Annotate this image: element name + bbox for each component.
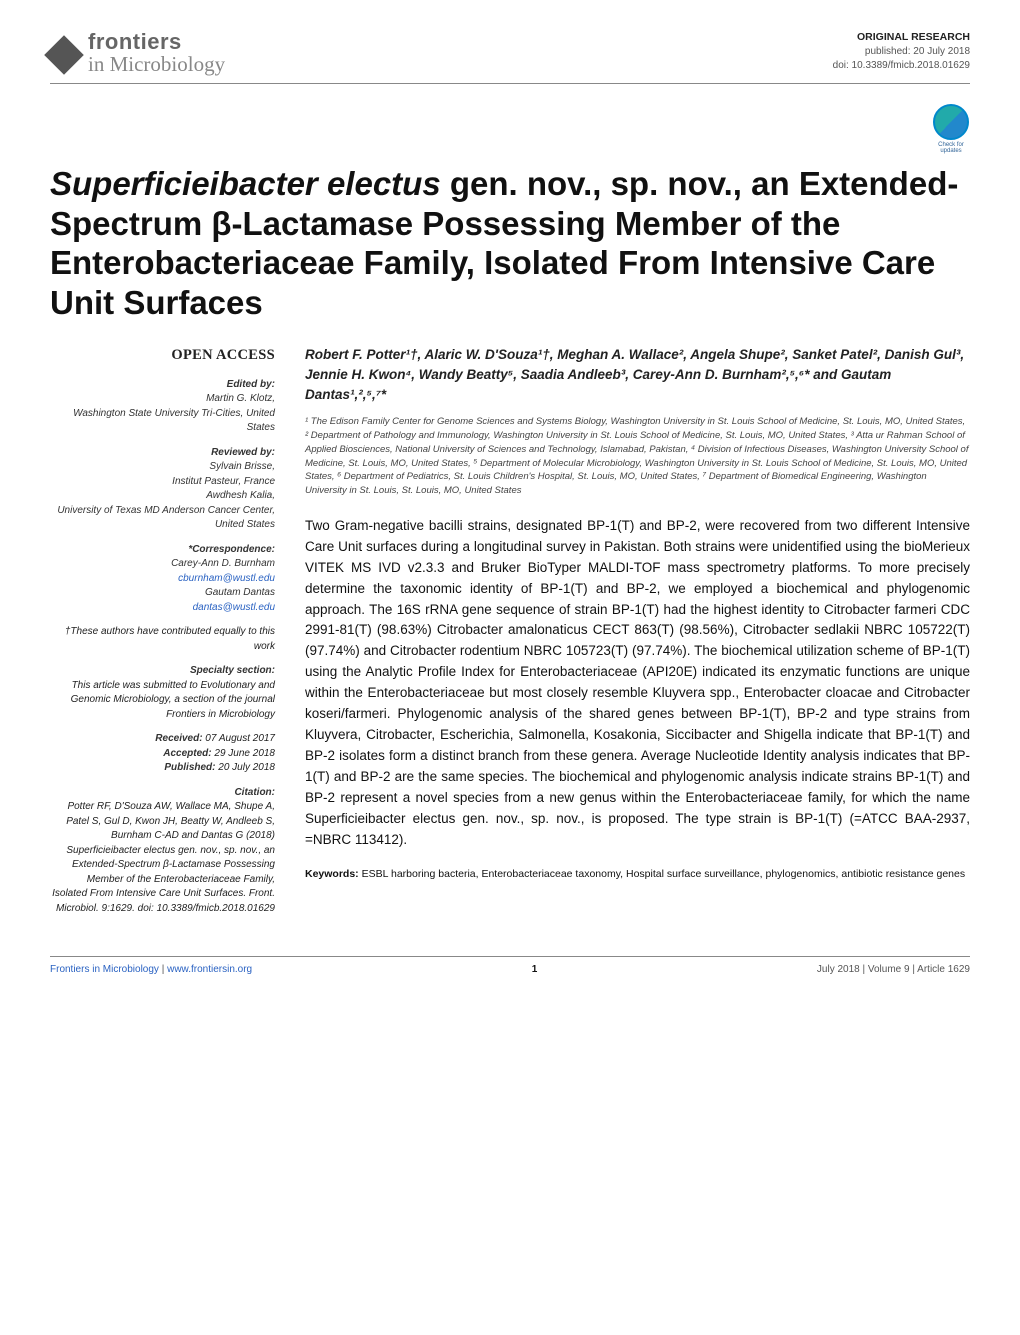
reviewer-2-affil: University of Texas MD Anderson Cancer C… [50,504,275,533]
main-content: Robert F. Potter¹†, Alaric W. D'Souza¹†,… [305,345,970,927]
editor-name: Martin G. Klotz, [50,392,275,407]
title-block: Superficieibacter electus gen. nov., sp.… [50,164,970,322]
reviewer-1-name: Sylvain Brisse, [50,460,275,475]
received-value: 07 August 2017 [203,733,275,744]
citation-block: Citation: Potter RF, D'Souza AW, Wallace… [50,786,275,917]
editor-affil: Washington State University Tri-Cities, … [50,407,275,436]
correspondence-2-name: Gautam Dantas [50,586,275,601]
page-footer: Frontiers in Microbiology | www.frontier… [50,956,970,977]
article-type: ORIGINAL RESEARCH [833,30,970,45]
correspondence-1-email[interactable]: cburnham@wustl.edu [50,572,275,587]
reviewer-2-name: Awdhesh Kalia, [50,489,275,504]
main-grid: OPEN ACCESS Edited by: Martin G. Klotz, … [50,345,970,927]
dates-block: Received: 07 August 2017 Accepted: 29 Ju… [50,732,275,776]
published-label: Published: [164,762,215,773]
received-line: Received: 07 August 2017 [50,732,275,747]
check-updates-icon [933,104,969,140]
specialty-section-label: Specialty section: [50,664,275,679]
footer-right: July 2018 | Volume 9 | Article 1629 [817,963,970,977]
edited-by-label: Edited by: [50,378,275,393]
page-number: 1 [532,963,538,977]
journal-brand-sub: in Microbiology [88,52,225,76]
affiliations-list: ¹ The Edison Family Center for Genome Sc… [305,415,970,498]
authors-list: Robert F. Potter¹†, Alaric W. D'Souza¹†,… [305,345,970,406]
edited-by-block: Edited by: Martin G. Klotz, Washington S… [50,378,275,436]
journal-brand-top: frontiers [88,29,182,54]
sidebar: OPEN ACCESS Edited by: Martin G. Klotz, … [50,345,275,927]
article-meta: ORIGINAL RESEARCH published: 20 July 201… [833,30,970,73]
journal-brand-text: frontiers in Microbiology [88,30,225,75]
keywords-label: Keywords: [305,868,362,880]
reviewed-by-label: Reviewed by: [50,446,275,461]
correspondence-1-name: Carey-Ann D. Burnham [50,557,275,572]
footer-left: Frontiers in Microbiology | www.frontier… [50,963,252,977]
check-updates-label: Check for updates [932,142,970,154]
correspondence-label: *Correspondence: [50,543,275,558]
correspondence-block: *Correspondence: Carey-Ann D. Burnham cb… [50,543,275,616]
keywords-list: ESBL harboring bacteria, Enterobacteriac… [362,868,966,880]
article-published-date: published: 20 July 2018 [833,45,970,59]
footer-journal-link[interactable]: Frontiers in Microbiology [50,964,159,975]
reviewed-by-block: Reviewed by: Sylvain Brisse, Institut Pa… [50,446,275,533]
abstract-text: Two Gram-negative bacilli strains, desig… [305,516,970,851]
keywords-block: Keywords: ESBL harboring bacteria, Enter… [305,867,970,883]
published-line: Published: 20 July 2018 [50,761,275,776]
footer-separator: | [159,964,167,975]
header-row: frontiers in Microbiology ORIGINAL RESEA… [50,30,970,84]
frontiers-logo-icon [44,35,84,75]
equal-contribution-note: †These authors have contributed equally … [50,625,275,654]
citation-label: Citation: [50,786,275,801]
specialty-section-block: Specialty section: This article was subm… [50,664,275,722]
footer-url-link[interactable]: www.frontiersin.org [167,964,252,975]
title-species-italic: Superficieibacter electus [50,165,441,202]
accepted-label: Accepted: [163,748,211,759]
page-container: frontiers in Microbiology ORIGINAL RESEA… [0,0,1020,997]
accepted-line: Accepted: 29 June 2018 [50,747,275,762]
reviewer-1-affil: Institut Pasteur, France [50,475,275,490]
published-value: 20 July 2018 [216,762,276,773]
article-doi[interactable]: doi: 10.3389/fmicb.2018.01629 [833,59,970,73]
received-label: Received: [155,733,202,744]
citation-text: Potter RF, D'Souza AW, Wallace MA, Shupe… [50,800,275,916]
check-updates-widget[interactable]: Check for updates [932,104,970,154]
open-access-label: OPEN ACCESS [50,345,275,366]
accepted-value: 29 June 2018 [212,748,275,759]
correspondence-2-email[interactable]: dantas@wustl.edu [50,601,275,616]
specialty-section-text: This article was submitted to Evolutiona… [50,679,275,723]
article-title: Superficieibacter electus gen. nov., sp.… [50,164,970,322]
journal-brand: frontiers in Microbiology [50,30,225,75]
